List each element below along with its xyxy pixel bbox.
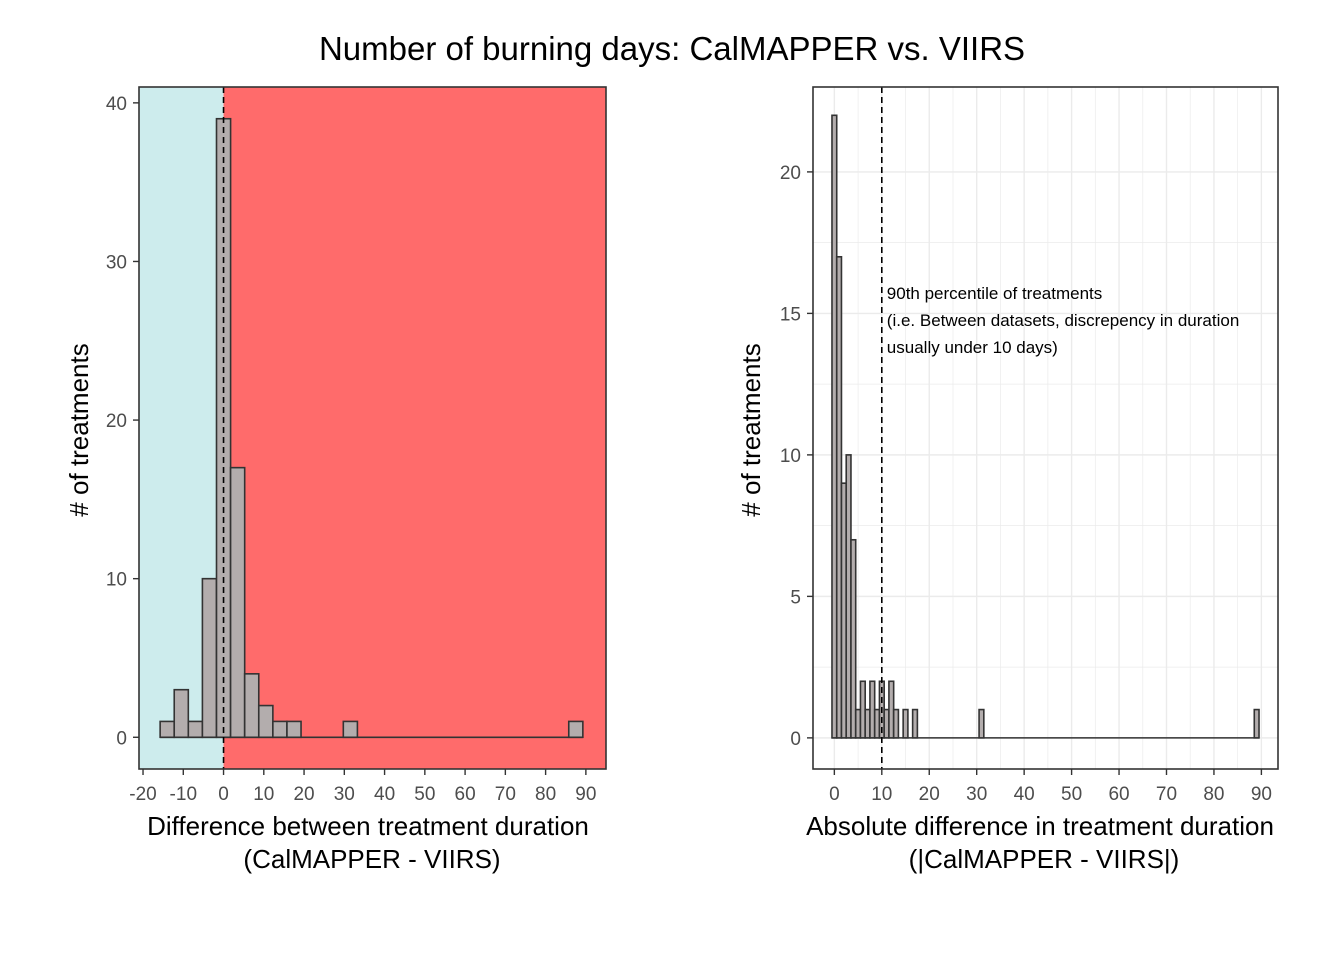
left-y-tick-label-3: 30 (106, 252, 127, 273)
right-histogram-bar-14 (902, 708, 909, 739)
right-y-tick-label-2: 10 (780, 446, 801, 467)
left-histogram-bar-5 (229, 466, 246, 739)
right-chart: 90th percentile of treatments (i.e. Betwe… (780, 86, 1279, 805)
left-y-tick-label-0: 0 (116, 728, 127, 749)
right-y-tick-label-3: 15 (780, 304, 801, 325)
left-panel-border (138, 86, 607, 770)
left-y-tick-label-4: 40 (106, 94, 127, 115)
left-shaded-region-1 (223, 87, 607, 769)
left-x-tick-label-6: 40 (374, 784, 395, 805)
left-histogram-bar-29 (567, 720, 584, 739)
left-x-tick-label-7: 50 (414, 784, 435, 805)
right-x-tick-label-3: 30 (966, 784, 987, 805)
left-histogram-bar-3 (201, 577, 218, 739)
left-y-tick-label-1: 10 (106, 570, 127, 591)
left-x-axis-title: Difference between treatment duration (147, 811, 589, 841)
left-x-tick-label-9: 70 (495, 784, 516, 805)
left-x-axis-subtitle: (CalMAPPER - VIIRS) (243, 844, 500, 874)
left-chart: 0 10 20 30 40 -20 -10 0 10 20 30 40 50 60 70 80 90 (106, 86, 607, 805)
left-x-tick-label-4: 20 (293, 784, 314, 805)
right-histogram-bar-15 (911, 708, 919, 739)
right-x-axis-subtitle: (|CalMAPPER - VIIRS|) (909, 844, 1180, 874)
left-y-tick-label-2: 20 (106, 411, 127, 432)
left-x-tick-label-3: 10 (253, 784, 274, 805)
right-histogram-bar-4 (850, 538, 857, 739)
left-histogram-bar-9 (286, 720, 302, 739)
right-x-tick-label-1: 10 (871, 784, 892, 805)
right-histogram-bar-16 (978, 708, 985, 739)
figure-title: Number of burning days: CalMAPPER vs. VI… (319, 30, 1025, 67)
right-x-tick-label-8: 80 (1203, 784, 1224, 805)
left-x-tick-label-2: 0 (218, 784, 229, 805)
left-histogram-bar-6 (243, 673, 260, 739)
right-y-tick-label-4: 20 (780, 163, 801, 184)
left-y-axis-title: # of treatments (64, 343, 94, 516)
right-x-tick-label-2: 20 (919, 784, 940, 805)
right-x-tick-label-5: 50 (1061, 784, 1082, 805)
left-x-tick-label-5: 30 (334, 784, 355, 805)
right-histogram-bar-17 (1253, 708, 1260, 739)
right-histogram-bar-13 (892, 708, 900, 739)
right-x-tick-label-4: 40 (1014, 784, 1035, 805)
left-histogram-bar-1 (173, 688, 190, 739)
right-annotation-line-2: usually under 10 days) (887, 338, 1058, 357)
right-panel-border (812, 86, 1279, 770)
left-x-tick-label-0: -20 (129, 784, 156, 805)
right-annotation-line-1: (i.e. Between datasets, discrepency in d… (887, 311, 1239, 330)
left-histogram-bar-13 (342, 720, 359, 739)
left-histogram-bar-2 (187, 720, 204, 739)
right-y-tick-label-0: 0 (790, 729, 801, 750)
left-x-tick-label-10: 80 (535, 784, 556, 805)
right-x-tick-label-7: 70 (1156, 784, 1177, 805)
left-x-tick-label-8: 60 (455, 784, 476, 805)
right-x-axis-title: Absolute difference in treatment duratio… (806, 811, 1274, 841)
left-histogram-bar-7 (257, 704, 274, 739)
left-x-tick-label-1: -10 (170, 784, 197, 805)
right-annotation-line-0: 90th percentile of treatments (887, 284, 1102, 303)
right-x-tick-label-0: 0 (829, 784, 840, 805)
right-x-tick-label-9: 90 (1251, 784, 1272, 805)
left-histogram-bar-8 (272, 720, 288, 739)
right-y-axis-title: # of treatments (736, 343, 766, 516)
left-x-tick-label-11: 90 (575, 784, 596, 805)
right-x-tick-label-6: 60 (1108, 784, 1129, 805)
left-histogram-bar-0 (159, 720, 176, 739)
right-y-tick-label-1: 5 (790, 587, 801, 608)
